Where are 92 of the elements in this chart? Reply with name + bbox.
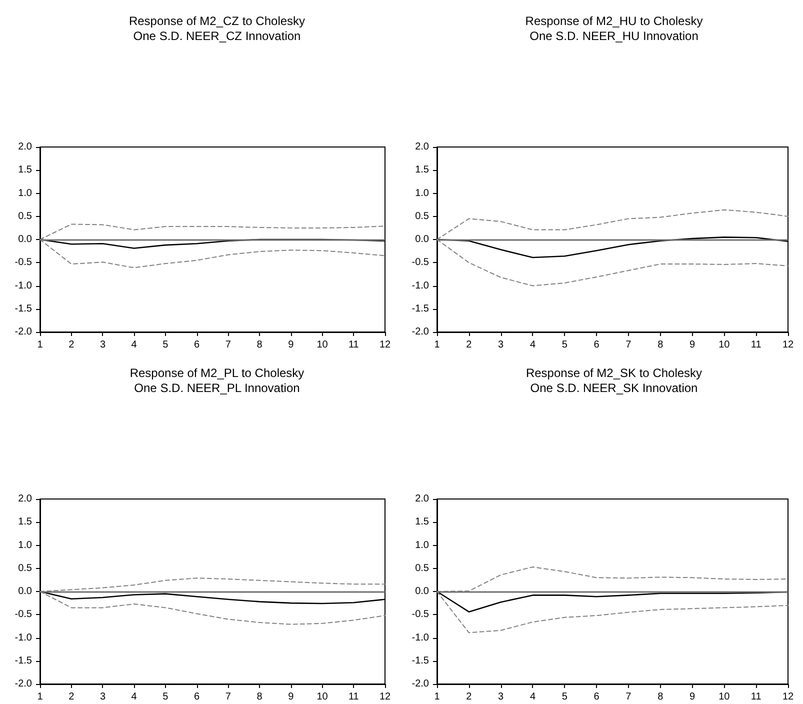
y-tick-label: 0.0 — [18, 586, 32, 597]
y-tick-label: 1.0 — [415, 188, 430, 199]
x-tick-label: 4 — [530, 692, 536, 702]
x-tick-label: 1 — [434, 692, 440, 702]
chart-title: Response of M2_CZ to Cholesky — [128, 14, 306, 28]
y-tick-label: 1.5 — [415, 516, 430, 528]
x-tick-label: 2 — [68, 340, 75, 350]
x-tick-label: 7 — [225, 692, 232, 702]
x-tick-label: 11 — [750, 340, 762, 350]
x-tick-label: 1 — [37, 340, 44, 350]
y-tick-label: 1.5 — [415, 164, 430, 176]
y-tick-label: 0.5 — [18, 562, 32, 574]
x-tick-label: 4 — [530, 340, 536, 350]
x-tick-label: 11 — [348, 340, 360, 350]
chart-subtitle: One S.D. NEER_SK Innovation — [530, 381, 698, 395]
y-tick-label: -1.0 — [412, 632, 430, 644]
y-tick-label: 1.5 — [18, 516, 32, 528]
x-tick-label: 11 — [750, 692, 762, 702]
x-tick-label: 6 — [594, 340, 600, 350]
y-tick-label: -2.0 — [14, 678, 32, 690]
x-tick-label: 3 — [100, 340, 106, 350]
x-tick-label: 6 — [194, 340, 200, 350]
chart-subtitle: One S.D. NEER_CZ Innovation — [133, 29, 301, 43]
x-tick-label: 6 — [594, 692, 600, 702]
y-tick-label: -0.5 — [412, 257, 430, 268]
y-tick-label: -0.5 — [412, 609, 430, 620]
x-tick-label: 7 — [626, 692, 632, 702]
x-tick-label: 10 — [316, 340, 328, 350]
x-tick-label: 1 — [434, 340, 440, 350]
x-tick-label: 8 — [256, 692, 263, 702]
y-tick-label: 1.5 — [18, 164, 32, 176]
x-tick-label: 9 — [689, 692, 696, 702]
y-tick-label: -1.5 — [412, 655, 430, 666]
y-tick-label: 0.5 — [415, 562, 430, 574]
x-tick-label: 1 — [37, 692, 44, 702]
x-tick-label: 7 — [626, 340, 632, 350]
x-tick-label: 12 — [782, 340, 794, 350]
y-tick-label: 1.0 — [18, 540, 32, 551]
x-tick-label: 4 — [131, 692, 138, 702]
x-tick-label: 10 — [316, 692, 328, 702]
x-tick-label: 10 — [718, 340, 730, 350]
y-tick-label: -1.5 — [14, 303, 32, 314]
y-tick-label: -1.0 — [14, 280, 32, 292]
chart-title: Response of M2_PL to Cholesky — [130, 366, 304, 380]
y-tick-label: -2.0 — [14, 326, 32, 338]
x-tick-label: 8 — [256, 340, 263, 350]
y-tick-label: -0.5 — [14, 257, 32, 268]
x-tick-label: 9 — [288, 692, 294, 702]
y-tick-label: 2.0 — [18, 142, 32, 152]
x-tick-label: 9 — [288, 340, 294, 350]
x-tick-label: 2 — [466, 340, 472, 350]
y-tick-label: -1.5 — [14, 655, 32, 666]
chart-subtitle: One S.D. NEER_HU Innovation — [530, 29, 698, 43]
y-tick-label: -2.0 — [412, 678, 430, 690]
x-tick-label: 8 — [658, 340, 664, 350]
x-tick-label: 5 — [162, 340, 169, 350]
x-tick-label: 5 — [562, 692, 568, 702]
y-tick-label: -2.0 — [412, 326, 430, 338]
x-tick-label: 11 — [348, 692, 360, 702]
x-tick-label: 12 — [379, 340, 391, 350]
y-tick-label: 2.0 — [415, 494, 430, 504]
x-tick-label: 7 — [225, 340, 232, 350]
y-tick-label: 1.0 — [415, 540, 430, 551]
x-tick-label: 3 — [498, 692, 504, 702]
x-tick-label: 9 — [689, 340, 696, 350]
y-tick-label: -0.5 — [14, 609, 32, 620]
y-tick-label: 0.0 — [18, 234, 32, 245]
chart-subtitle: One S.D. NEER_PL Innovation — [134, 381, 300, 395]
x-tick-label: 2 — [68, 692, 75, 702]
y-tick-label: 0.0 — [415, 234, 430, 245]
chart-title: Response of M2_SK to Cholesky — [526, 366, 702, 380]
x-tick-label: 5 — [162, 692, 169, 702]
x-tick-label: 3 — [498, 340, 504, 350]
y-tick-label: 2.0 — [415, 142, 430, 152]
x-tick-label: 10 — [718, 692, 730, 702]
x-tick-label: 3 — [100, 692, 106, 702]
y-tick-label: 2.0 — [18, 494, 32, 504]
x-tick-label: 12 — [379, 692, 391, 702]
x-tick-label: 4 — [131, 340, 138, 350]
y-tick-label: 0.0 — [415, 586, 430, 597]
x-tick-label: 5 — [562, 340, 568, 350]
y-tick-label: -1.0 — [412, 280, 430, 292]
x-tick-label: 2 — [466, 692, 472, 702]
y-tick-label: -1.0 — [14, 632, 32, 644]
y-tick-label: 0.5 — [415, 210, 430, 222]
chart-title: Response of M2_HU to Cholesky — [525, 14, 703, 28]
x-tick-label: 8 — [658, 692, 664, 702]
x-tick-label: 6 — [194, 692, 200, 702]
y-tick-label: 0.5 — [18, 210, 32, 222]
y-tick-label: 1.0 — [18, 188, 32, 199]
x-tick-label: 12 — [782, 692, 794, 702]
y-tick-label: -1.5 — [412, 303, 430, 314]
